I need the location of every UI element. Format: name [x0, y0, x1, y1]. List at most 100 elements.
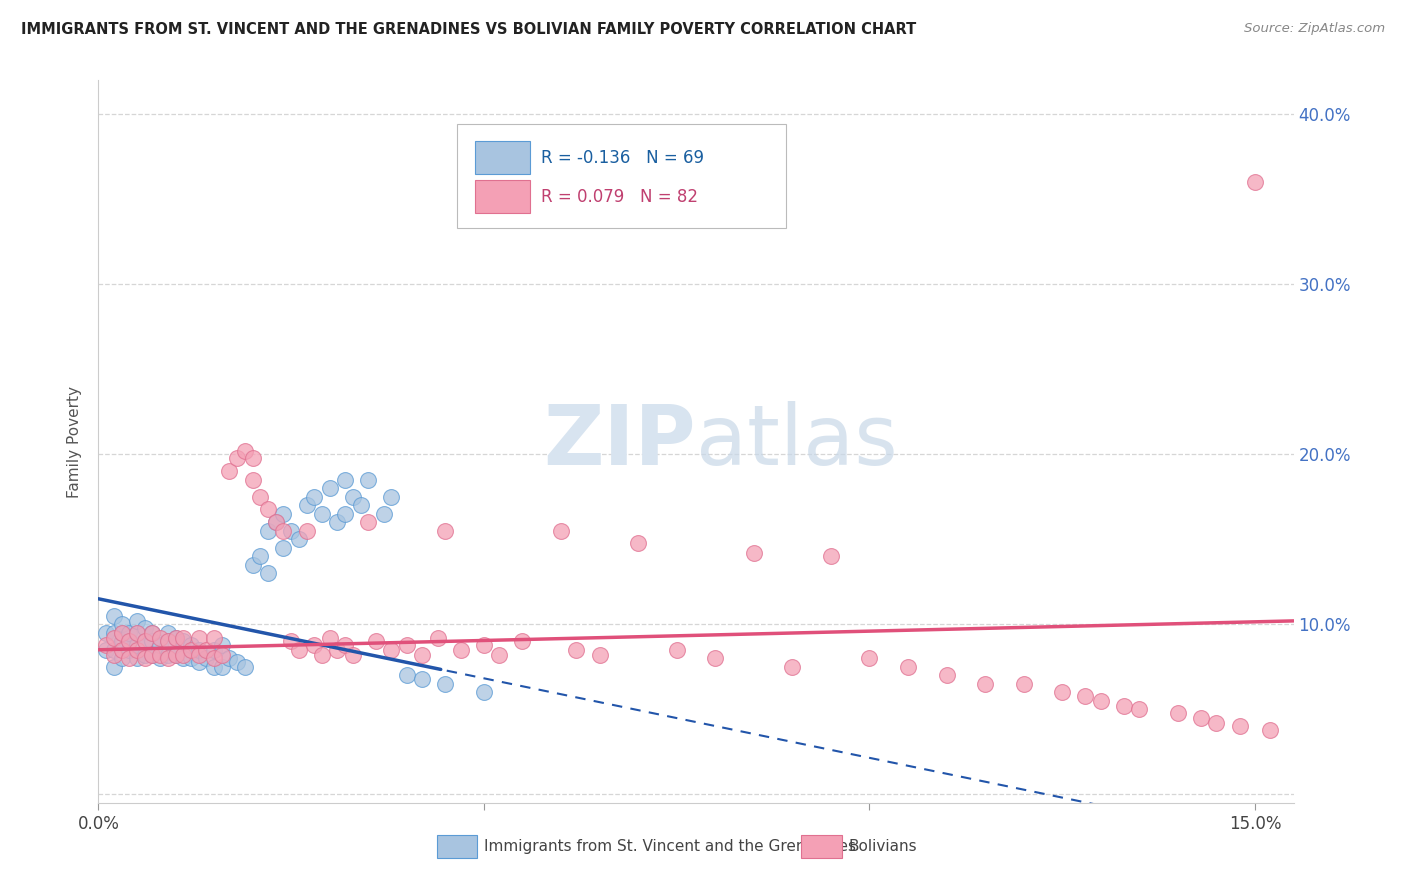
Point: [326, 516, 349, 530]
Point: [187, 648, 209, 662]
Point: [565, 642, 588, 657]
Point: [141, 625, 163, 640]
Point: [149, 651, 172, 665]
Point: [125, 625, 148, 640]
Point: [665, 642, 688, 657]
Point: [395, 668, 418, 682]
Text: R = -0.136   N = 69: R = -0.136 N = 69: [541, 149, 703, 167]
Point: [202, 642, 225, 657]
Point: [110, 625, 132, 640]
Point: [156, 634, 179, 648]
Point: [342, 490, 364, 504]
Point: [450, 642, 472, 657]
Point: [94, 625, 117, 640]
Point: [202, 651, 225, 665]
Text: Bolivians: Bolivians: [849, 839, 918, 855]
Point: [149, 648, 172, 662]
FancyBboxPatch shape: [801, 835, 842, 858]
Point: [311, 507, 333, 521]
Point: [820, 549, 842, 564]
Point: [472, 685, 495, 699]
Point: [125, 651, 148, 665]
Point: [94, 638, 117, 652]
Point: [125, 638, 148, 652]
Point: [373, 507, 395, 521]
Point: [125, 642, 148, 657]
Point: [110, 642, 132, 657]
Point: [1167, 706, 1189, 720]
Point: [426, 631, 449, 645]
Point: [257, 566, 280, 581]
Point: [242, 473, 264, 487]
Point: [218, 651, 240, 665]
Point: [288, 642, 311, 657]
Point: [1012, 677, 1035, 691]
Point: [187, 655, 209, 669]
Point: [202, 631, 225, 645]
Point: [94, 642, 117, 657]
Point: [195, 642, 218, 657]
Point: [103, 660, 125, 674]
Point: [249, 490, 271, 504]
Text: Source: ZipAtlas.com: Source: ZipAtlas.com: [1244, 22, 1385, 36]
Point: [172, 631, 194, 645]
Point: [326, 642, 349, 657]
Point: [434, 524, 457, 538]
Point: [125, 614, 148, 628]
Point: [226, 450, 249, 465]
Point: [156, 648, 179, 662]
Point: [704, 651, 727, 665]
Point: [257, 524, 280, 538]
Point: [280, 524, 302, 538]
Point: [134, 634, 156, 648]
Point: [627, 535, 650, 549]
Point: [1112, 698, 1135, 713]
Point: [357, 516, 380, 530]
Point: [141, 648, 163, 662]
Point: [472, 638, 495, 652]
Point: [103, 608, 125, 623]
Point: [1244, 175, 1267, 189]
Point: [180, 638, 202, 652]
Text: IMMIGRANTS FROM ST. VINCENT AND THE GRENADINES VS BOLIVIAN FAMILY POVERTY CORREL: IMMIGRANTS FROM ST. VINCENT AND THE GREN…: [21, 22, 917, 37]
Point: [411, 672, 433, 686]
Point: [742, 546, 765, 560]
Point: [149, 631, 172, 645]
Point: [1090, 694, 1112, 708]
Point: [118, 634, 141, 648]
Point: [273, 507, 295, 521]
Point: [125, 625, 148, 640]
Point: [1074, 689, 1097, 703]
Point: [103, 625, 125, 640]
Point: [242, 450, 264, 465]
Point: [165, 648, 187, 662]
Point: [211, 660, 233, 674]
Text: R = 0.079   N = 82: R = 0.079 N = 82: [541, 187, 697, 205]
Point: [1128, 702, 1150, 716]
Point: [288, 533, 311, 547]
Point: [319, 481, 342, 495]
Point: [380, 490, 402, 504]
Point: [304, 638, 326, 652]
Text: atlas: atlas: [696, 401, 897, 482]
Point: [349, 498, 371, 512]
Point: [202, 660, 225, 674]
Point: [118, 642, 141, 657]
Point: [1189, 711, 1212, 725]
Point: [180, 642, 202, 657]
Point: [165, 631, 187, 645]
Point: [226, 655, 249, 669]
Point: [1205, 715, 1227, 730]
Point: [264, 516, 287, 530]
Point: [103, 631, 125, 645]
Point: [333, 507, 356, 521]
Point: [187, 642, 209, 657]
Text: Immigrants from St. Vincent and the Grenadines: Immigrants from St. Vincent and the Gren…: [485, 839, 856, 855]
Point: [364, 634, 387, 648]
Point: [156, 625, 179, 640]
FancyBboxPatch shape: [437, 835, 477, 858]
Point: [333, 638, 356, 652]
Point: [141, 625, 163, 640]
Point: [333, 473, 356, 487]
Point: [165, 631, 187, 645]
